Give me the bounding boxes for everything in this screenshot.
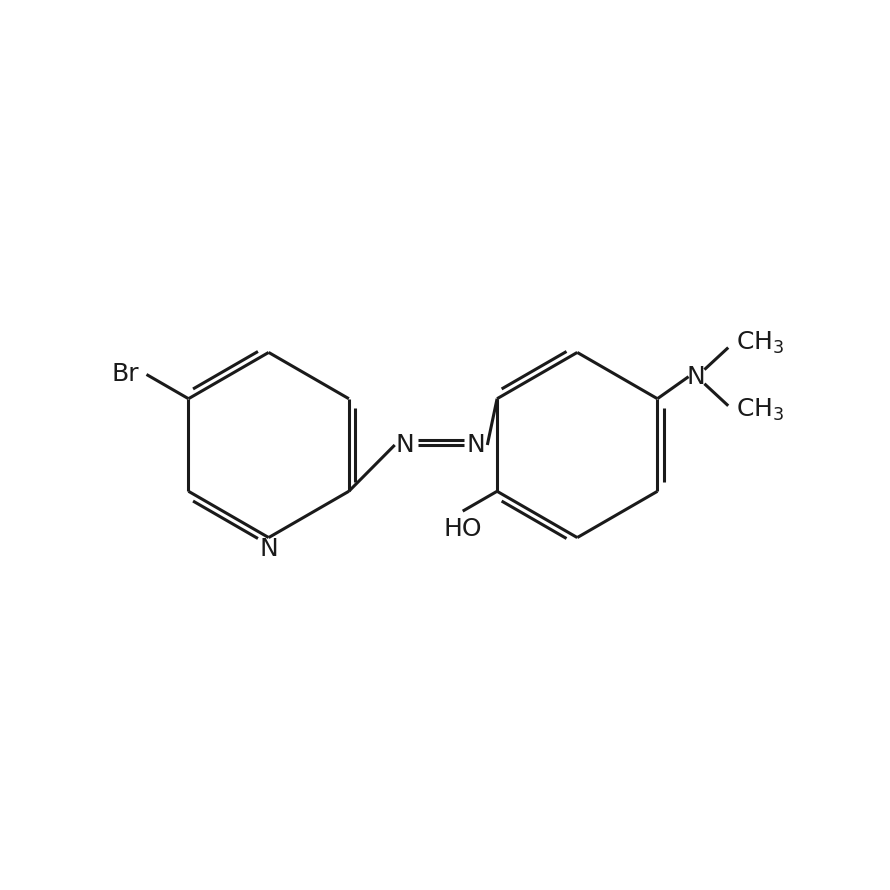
Text: N: N [396,433,415,457]
Text: N: N [259,537,278,561]
Text: N: N [686,365,705,389]
Text: CH$_3$: CH$_3$ [736,330,784,356]
Text: HO: HO [443,517,482,541]
Text: CH$_3$: CH$_3$ [736,397,784,424]
Text: N: N [466,433,485,457]
Text: Br: Br [112,362,140,386]
